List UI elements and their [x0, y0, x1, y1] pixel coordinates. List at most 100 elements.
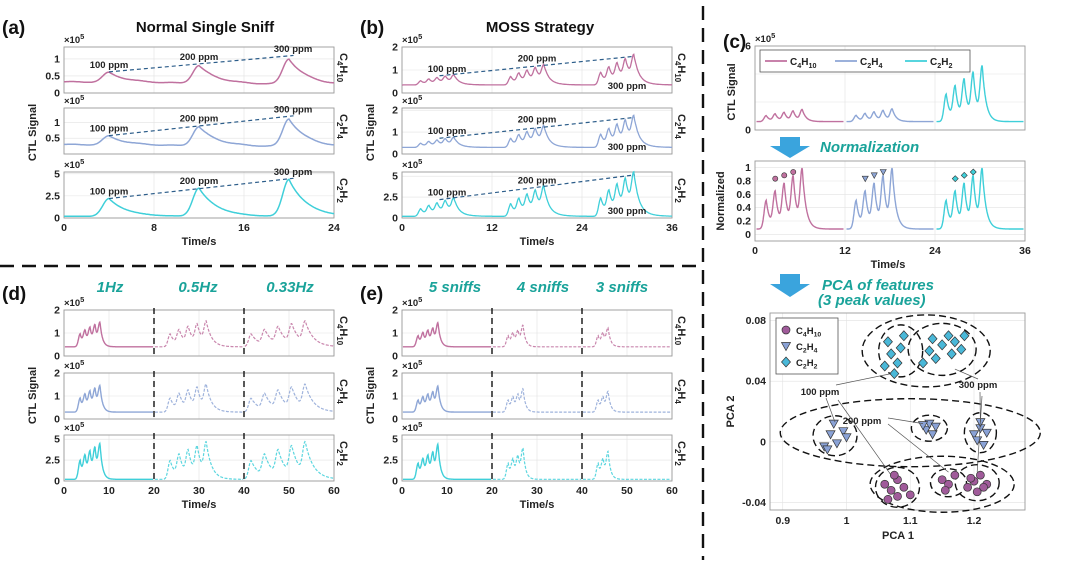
- scatter-point-C2H2: [949, 336, 960, 348]
- series-line-C4H10-seg-0: [402, 321, 492, 348]
- scatter-point-C4H10: [886, 485, 896, 495]
- x-tick-label: 24: [328, 222, 340, 234]
- x-tick-label: 30: [193, 485, 205, 497]
- cluster-ellipse: [963, 412, 998, 454]
- x-tick-label: 24: [929, 245, 941, 257]
- segment-title: 5 sniffs: [429, 279, 481, 296]
- peak-marker: [772, 175, 779, 182]
- y-tick-label: 2: [54, 305, 60, 317]
- scatter-point-C4H10: [950, 470, 960, 480]
- x-tick-label: 8: [151, 222, 157, 234]
- conc-label: 100 ppm: [428, 126, 467, 137]
- panel-c-pca: PCA of features(3 peak values) 0.9 1 1.1 1.2…: [725, 274, 1041, 542]
- conc-label: 200 ppm: [180, 52, 219, 63]
- annotation-leader: [835, 373, 892, 386]
- y-tick-label: 2.5: [45, 190, 60, 202]
- pca-title-line1: PCA of features: [822, 277, 934, 294]
- legend-top: C4H10 C2H4 C2H2: [759, 49, 971, 73]
- annotation-leader: [837, 399, 892, 476]
- legend-entry: C2H2: [930, 57, 952, 70]
- sci-multiplier: ×105: [64, 93, 84, 107]
- sci-multiplier: ×105: [64, 358, 84, 372]
- y-tick-label: 1: [392, 391, 398, 403]
- row-gas-label: C2H2: [673, 178, 687, 203]
- row-gas-label: C4H10: [673, 316, 687, 346]
- conc-label: 100 ppm: [428, 64, 467, 75]
- x-tick-label: 36: [666, 222, 678, 234]
- x-tick-label: 1.2: [967, 515, 982, 527]
- y-tick-label: 0.6: [736, 189, 751, 201]
- panel-label-0: (a): [2, 18, 25, 39]
- y-tick-label: -0.04: [742, 497, 766, 509]
- scatter-point-C4H10: [883, 495, 893, 504]
- conc-label: 300 ppm: [608, 142, 647, 153]
- y-tick-label: 0.04: [746, 376, 767, 388]
- x-tick-label: 0: [752, 245, 758, 257]
- sci-multiplier: ×105: [402, 157, 422, 171]
- peak-marker: [870, 172, 878, 179]
- conc-label: 100 ppm: [90, 60, 129, 71]
- y-tick-label: 0: [54, 88, 60, 100]
- conc-label: 300 ppm: [274, 44, 313, 55]
- y-tick-label: 5: [54, 168, 60, 180]
- panel-label-1: (b): [360, 18, 384, 39]
- row-gas-label: C2H2: [335, 441, 349, 466]
- conc-label: 200 ppm: [180, 176, 219, 187]
- legend-entry: C2H4: [860, 57, 882, 70]
- scatter-point-C4H10: [899, 482, 909, 492]
- cluster-ellipse: [779, 398, 1041, 468]
- row-gas-label: C4H10: [673, 53, 687, 83]
- sci-multiplier: ×105: [402, 358, 422, 372]
- y-tick-label: 0: [54, 476, 60, 488]
- x-tick-label: 50: [283, 485, 295, 497]
- y-tick-label: 2: [392, 105, 398, 117]
- annotation-leader: [976, 395, 983, 473]
- annotation-leader: [954, 368, 979, 380]
- scatter-point-C2H2: [895, 342, 906, 354]
- conc-label: 200 ppm: [518, 54, 557, 65]
- segment-title: 4 sniffs: [516, 279, 569, 296]
- legend-entry: C2H4: [796, 342, 818, 355]
- y-tick-label: 0.5: [45, 133, 60, 145]
- scatter-point-C4H10: [889, 470, 899, 480]
- scatter-point-C2H2: [886, 348, 897, 360]
- row-gas-label: C2H4: [335, 379, 349, 404]
- series-line-C4H10: [63, 58, 334, 85]
- row-gas-label: C2H2: [673, 441, 687, 466]
- y-tick-label: 6: [745, 41, 751, 53]
- axes-box-1: [401, 372, 673, 420]
- scatter-point-C4H10: [979, 482, 988, 492]
- annotation-leader: [825, 397, 836, 423]
- y-tick-label: 0: [392, 149, 398, 161]
- y-axis-label-bottom: Normalized: [715, 171, 727, 230]
- axes-box-2: [63, 171, 335, 219]
- row-gas-label: C2H2: [335, 178, 349, 203]
- cluster-ellipse: [954, 464, 1000, 502]
- scatter-point-C2H2: [930, 352, 941, 364]
- scatter-point-C2H2: [882, 336, 893, 348]
- y-tick-label: 1: [392, 328, 398, 340]
- x-tick-label: 36: [1019, 245, 1031, 257]
- y-tick-label: 0: [392, 213, 398, 225]
- axes-box-1: [63, 372, 335, 420]
- series-line-C2H4: [846, 107, 934, 123]
- sci-multiplier: ×105: [64, 295, 84, 309]
- y-tick-label: 1: [745, 162, 751, 174]
- scatter-point-C2H4: [828, 419, 839, 429]
- x-axis-label: Time/s: [520, 499, 555, 511]
- row-gas-label: C4H10: [335, 53, 349, 83]
- x-axis-label: Time/s: [182, 499, 217, 511]
- scatter-point-C2H4: [838, 427, 849, 437]
- arrow-icon: [770, 274, 810, 297]
- x-tick-label: 0: [399, 485, 405, 497]
- peak-marker: [879, 169, 887, 176]
- annotation-leader: [887, 423, 949, 473]
- scatter-point-C2H2: [937, 339, 948, 351]
- pca-annotation: 200 ppm: [843, 416, 882, 427]
- y-tick-label: 0: [392, 351, 398, 363]
- y-tick-label: 2.5: [383, 455, 398, 467]
- pca-axes-box: [769, 312, 1026, 511]
- cluster-ellipse: [869, 455, 1015, 513]
- y-tick-label: 5: [392, 434, 398, 446]
- x-tick-label: 60: [666, 485, 678, 497]
